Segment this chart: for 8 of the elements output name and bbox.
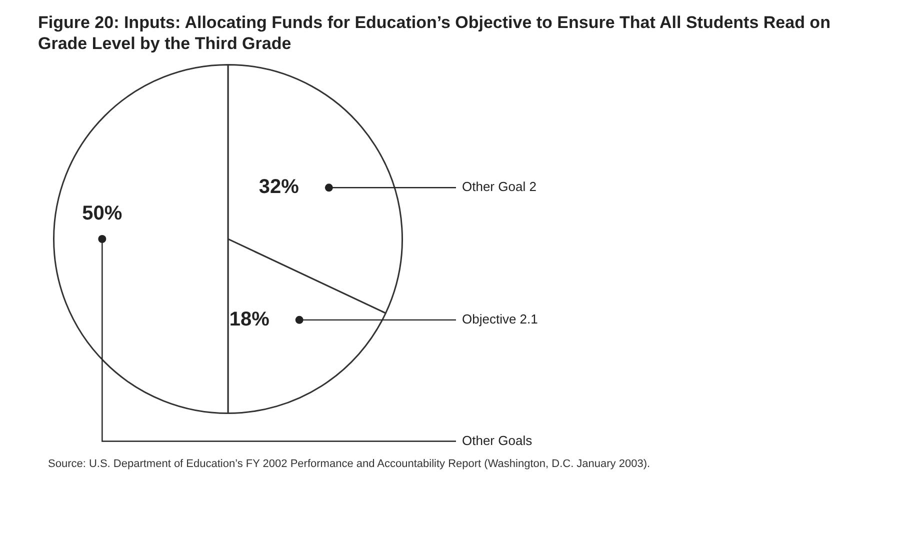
chart-title: Figure 20: Inputs: Allocating Funds for Education’s Objective to Ensure That All Students Read on Grade Level by the Third Grade	[37, 12, 832, 54]
slice-label: Other Goal 2	[462, 179, 536, 194]
data-label: 32%	[258, 176, 300, 198]
source-note: Source: U.S. Department of Education’s FY 2002 Performance and Accountability Report (Washington, D.C. January 2003).	[47, 457, 652, 470]
slice-label: Objective 2.1	[462, 311, 538, 326]
data-label: 50%	[82, 202, 122, 225]
data-label: 18%	[229, 308, 270, 330]
slice-label: Other Goals	[462, 432, 533, 448]
